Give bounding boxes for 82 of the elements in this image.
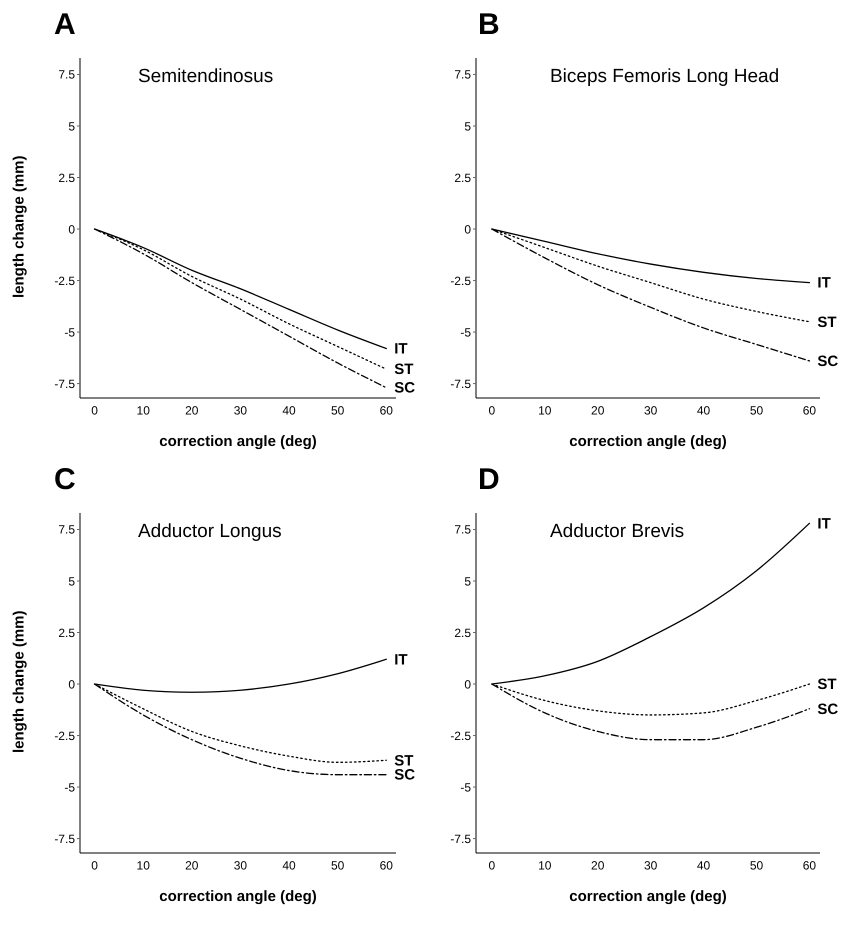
x-tick-label: 20 bbox=[185, 858, 199, 873]
x-tick-label: 20 bbox=[185, 404, 199, 418]
x-tick-label: 40 bbox=[696, 858, 711, 873]
y-tick-label: 0 bbox=[68, 677, 76, 692]
y-tick-label: 5 bbox=[464, 119, 472, 134]
y-tick-label: 0 bbox=[68, 222, 76, 236]
chart-title: B bbox=[478, 8, 500, 42]
y-axis-title: length change (mm) bbox=[10, 610, 28, 753]
series-label: SC bbox=[394, 380, 416, 397]
x-tick-label: 60 bbox=[380, 858, 394, 873]
y-tick-label: -2.5 bbox=[54, 728, 76, 743]
y-tick-label: -5 bbox=[64, 780, 76, 794]
series-label: SC bbox=[817, 352, 838, 370]
chart-title: A bbox=[54, 8, 76, 42]
y-tick-label: 0 bbox=[464, 677, 472, 692]
y-tick-label: 7.5 bbox=[454, 522, 472, 537]
x-tick-label: 40 bbox=[696, 404, 711, 418]
series-label: IT bbox=[817, 274, 831, 292]
x-tick-label: 10 bbox=[136, 404, 150, 418]
y-tick-label: 2.5 bbox=[58, 170, 76, 185]
x-tick-label: 50 bbox=[750, 404, 764, 418]
y-tick-label: -2.5 bbox=[450, 728, 472, 743]
x-tick-label: 50 bbox=[330, 404, 345, 418]
chart-subtitle: Biceps Femoris Long Head bbox=[550, 66, 780, 88]
y-tick-label: -7.5 bbox=[54, 832, 76, 846]
x-tick-label: 30 bbox=[644, 858, 658, 873]
x-tick-label: 0 bbox=[91, 404, 98, 418]
x-axis-title: correction angle (deg) bbox=[569, 888, 727, 905]
series-label: SC bbox=[817, 700, 838, 718]
x-tick-label: 10 bbox=[538, 404, 552, 418]
chart-subtitle: Adductor Brevis bbox=[550, 521, 684, 543]
x-tick-label: 40 bbox=[282, 404, 296, 418]
chart-subtitle: Adductor Longus bbox=[138, 521, 282, 543]
x-tick-label: 0 bbox=[488, 404, 496, 418]
y-tick-label: 0 bbox=[464, 222, 472, 236]
x-tick-label: 10 bbox=[538, 858, 552, 873]
series-label: ST bbox=[817, 676, 837, 694]
y-tick-label: -2.5 bbox=[450, 274, 472, 288]
y-axis-title: length change (mm) bbox=[10, 155, 28, 298]
series-label: ST bbox=[394, 752, 414, 770]
x-tick-label: 30 bbox=[234, 404, 248, 418]
series-label: SC bbox=[394, 766, 416, 784]
x-tick-label: 0 bbox=[488, 858, 496, 873]
x-tick-label: 60 bbox=[802, 404, 816, 418]
y-tick-label: 2.5 bbox=[58, 626, 76, 640]
x-axis-title: correction angle (deg) bbox=[159, 888, 317, 905]
chart-title: D bbox=[478, 463, 500, 497]
x-tick-label: 0 bbox=[91, 858, 98, 873]
chart-subtitle: Semitendinosus bbox=[138, 66, 274, 88]
x-tick-label: 30 bbox=[234, 858, 248, 873]
y-tick-label: 2.5 bbox=[454, 626, 472, 640]
series-label: ST bbox=[394, 361, 414, 378]
series-label: IT bbox=[817, 515, 831, 532]
y-tick-label: -5 bbox=[64, 325, 76, 340]
chart-title: C bbox=[54, 463, 76, 497]
y-tick-label: 5 bbox=[68, 574, 76, 588]
y-tick-label: -5 bbox=[460, 325, 472, 340]
x-tick-label: 40 bbox=[282, 858, 296, 873]
x-axis-title: correction angle (deg) bbox=[569, 433, 727, 450]
series-label: IT bbox=[394, 340, 408, 358]
y-tick-label: 7.5 bbox=[58, 68, 76, 82]
x-axis-title: correction angle (deg) bbox=[159, 433, 317, 450]
y-tick-label: -7.5 bbox=[450, 376, 472, 391]
y-tick-label: 7.5 bbox=[454, 68, 472, 82]
x-tick-label: 50 bbox=[330, 858, 345, 873]
x-tick-label: 50 bbox=[750, 858, 764, 873]
y-tick-label: 7.5 bbox=[58, 522, 76, 537]
y-tick-label: -2.5 bbox=[54, 274, 76, 288]
y-tick-label: 2.5 bbox=[454, 170, 472, 185]
x-tick-label: 20 bbox=[591, 858, 605, 873]
x-tick-label: 20 bbox=[591, 404, 605, 418]
y-tick-label: -7.5 bbox=[450, 832, 472, 846]
x-tick-label: 60 bbox=[380, 404, 394, 418]
y-tick-label: 5 bbox=[68, 119, 76, 134]
y-tick-label: 5 bbox=[464, 574, 472, 588]
y-tick-label: -7.5 bbox=[54, 376, 76, 391]
x-tick-label: 60 bbox=[802, 858, 816, 873]
x-tick-label: 30 bbox=[644, 404, 658, 418]
x-tick-label: 10 bbox=[136, 858, 150, 873]
series-label: IT bbox=[394, 651, 408, 668]
series-label: ST bbox=[817, 314, 837, 331]
y-tick-label: -5 bbox=[460, 780, 472, 794]
